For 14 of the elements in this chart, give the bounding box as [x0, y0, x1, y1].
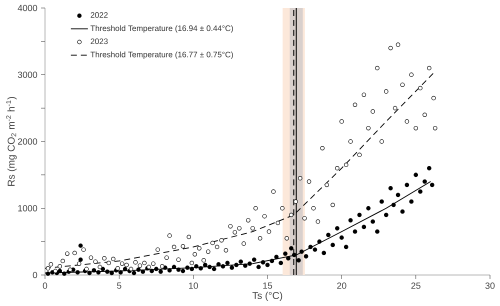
x-tick-label: 25 [411, 282, 420, 289]
y-tick-label: 2000 [18, 138, 38, 145]
x-tick-label: 0 [42, 282, 48, 289]
y-tick-label: 4000 [18, 4, 38, 12]
y-tick-label: 3000 [18, 72, 38, 78]
y-tick-label: 0 [32, 272, 38, 278]
x-tick-label: 30 [485, 282, 495, 289]
x-tick-label: 5 [117, 282, 122, 289]
y-axis-title: Rs (mg CO$_{2}$ m$^{-2}$ h$^{-1}$) [6, 96, 17, 186]
x-tick-label: 10 [189, 282, 198, 289]
x-tick-label: 20 [337, 282, 346, 289]
y-tick-label: 1000 [18, 205, 38, 212]
x-axis-title: Ts (°C) [252, 292, 282, 301]
x-tick-label: 15 [263, 282, 272, 289]
